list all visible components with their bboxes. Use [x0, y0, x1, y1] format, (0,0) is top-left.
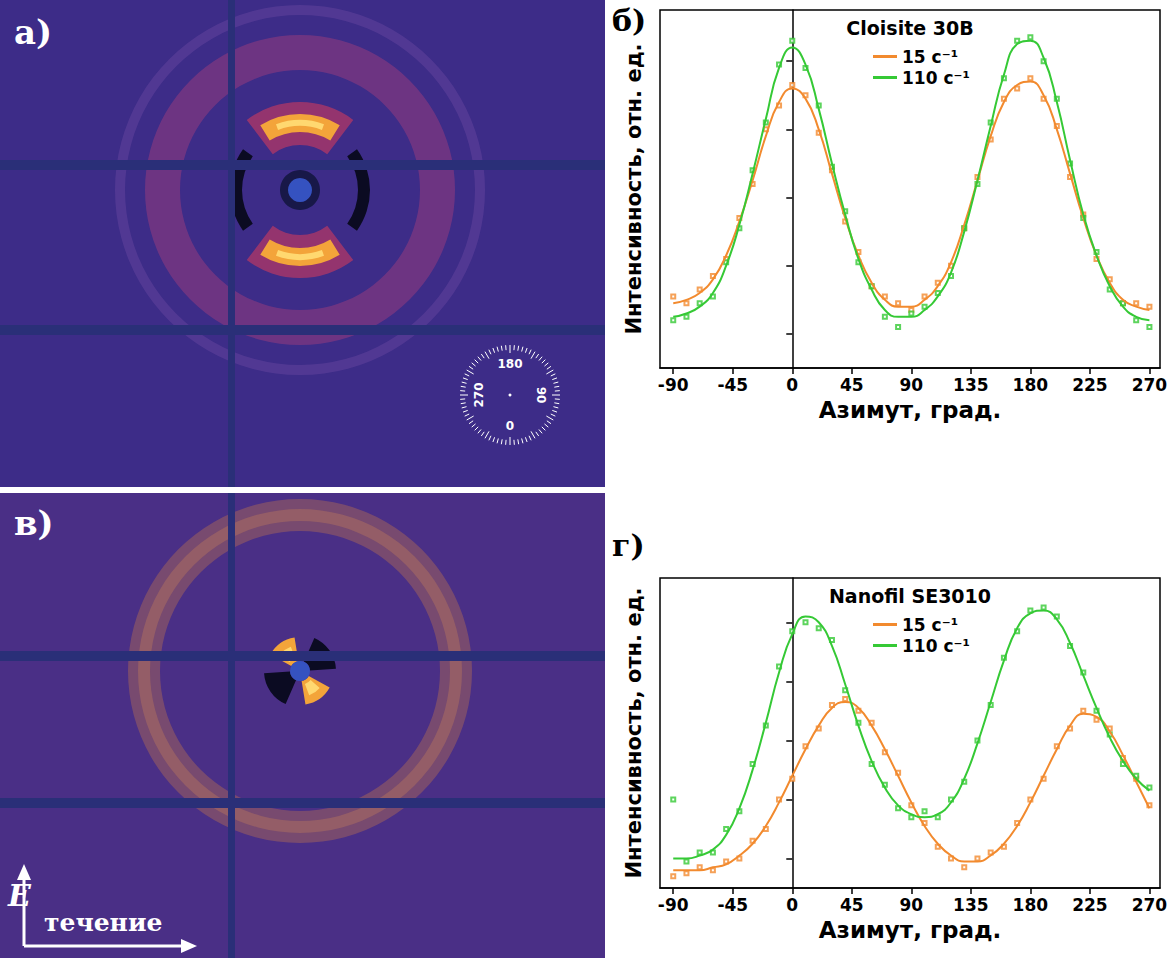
svg-text:-45: -45 — [717, 375, 748, 395]
svg-text:180: 180 — [1013, 375, 1049, 395]
svg-text:90: 90 — [899, 375, 923, 395]
svg-text:135: 135 — [953, 895, 989, 915]
svg-text:0: 0 — [786, 375, 798, 395]
svg-text:Азимут, град.: Азимут, град. — [819, 397, 1001, 423]
svg-text:15 с⁻¹: 15 с⁻¹ — [902, 615, 958, 635]
svg-text:г): г) — [612, 528, 645, 563]
svg-text:90: 90 — [899, 895, 923, 915]
svg-text:-90: -90 — [658, 895, 689, 915]
svg-text:135: 135 — [953, 375, 989, 395]
svg-text:0: 0 — [506, 419, 514, 433]
svg-text:в): в) — [14, 503, 54, 543]
svg-text:б): б) — [612, 3, 646, 38]
svg-text:90: 90 — [534, 387, 548, 404]
svg-text:45: 45 — [840, 895, 864, 915]
svg-text:270: 270 — [472, 382, 486, 407]
svg-text:течение: течение — [44, 908, 162, 937]
svg-text:180: 180 — [1013, 895, 1049, 915]
svg-text:Интенсивность, отн. ед.: Интенсивность, отн. ед. — [622, 43, 646, 334]
svg-text:225: 225 — [1072, 375, 1108, 395]
svg-text:15 с⁻¹: 15 с⁻¹ — [902, 47, 958, 67]
svg-text:а): а) — [14, 12, 52, 52]
svg-text:Nanofil SE3010: Nanofil SE3010 — [829, 585, 991, 607]
svg-text:Cloisite 30B: Cloisite 30B — [846, 17, 973, 39]
svg-text:45: 45 — [840, 375, 864, 395]
svg-text:Интенсивность, отн. ед.: Интенсивность, отн. ед. — [622, 587, 646, 878]
svg-text:270: 270 — [1132, 895, 1168, 915]
svg-text:270: 270 — [1132, 375, 1168, 395]
svg-text:110 с⁻¹: 110 с⁻¹ — [902, 68, 970, 88]
svg-text:0: 0 — [786, 895, 798, 915]
svg-text:180: 180 — [497, 357, 522, 371]
svg-text:Азимут, град.: Азимут, град. — [819, 917, 1001, 943]
svg-text:-90: -90 — [658, 375, 689, 395]
svg-text:E: E — [7, 878, 32, 913]
svg-text:110 с⁻¹: 110 с⁻¹ — [902, 636, 970, 656]
svg-text:225: 225 — [1072, 895, 1108, 915]
svg-text:-45: -45 — [717, 895, 748, 915]
